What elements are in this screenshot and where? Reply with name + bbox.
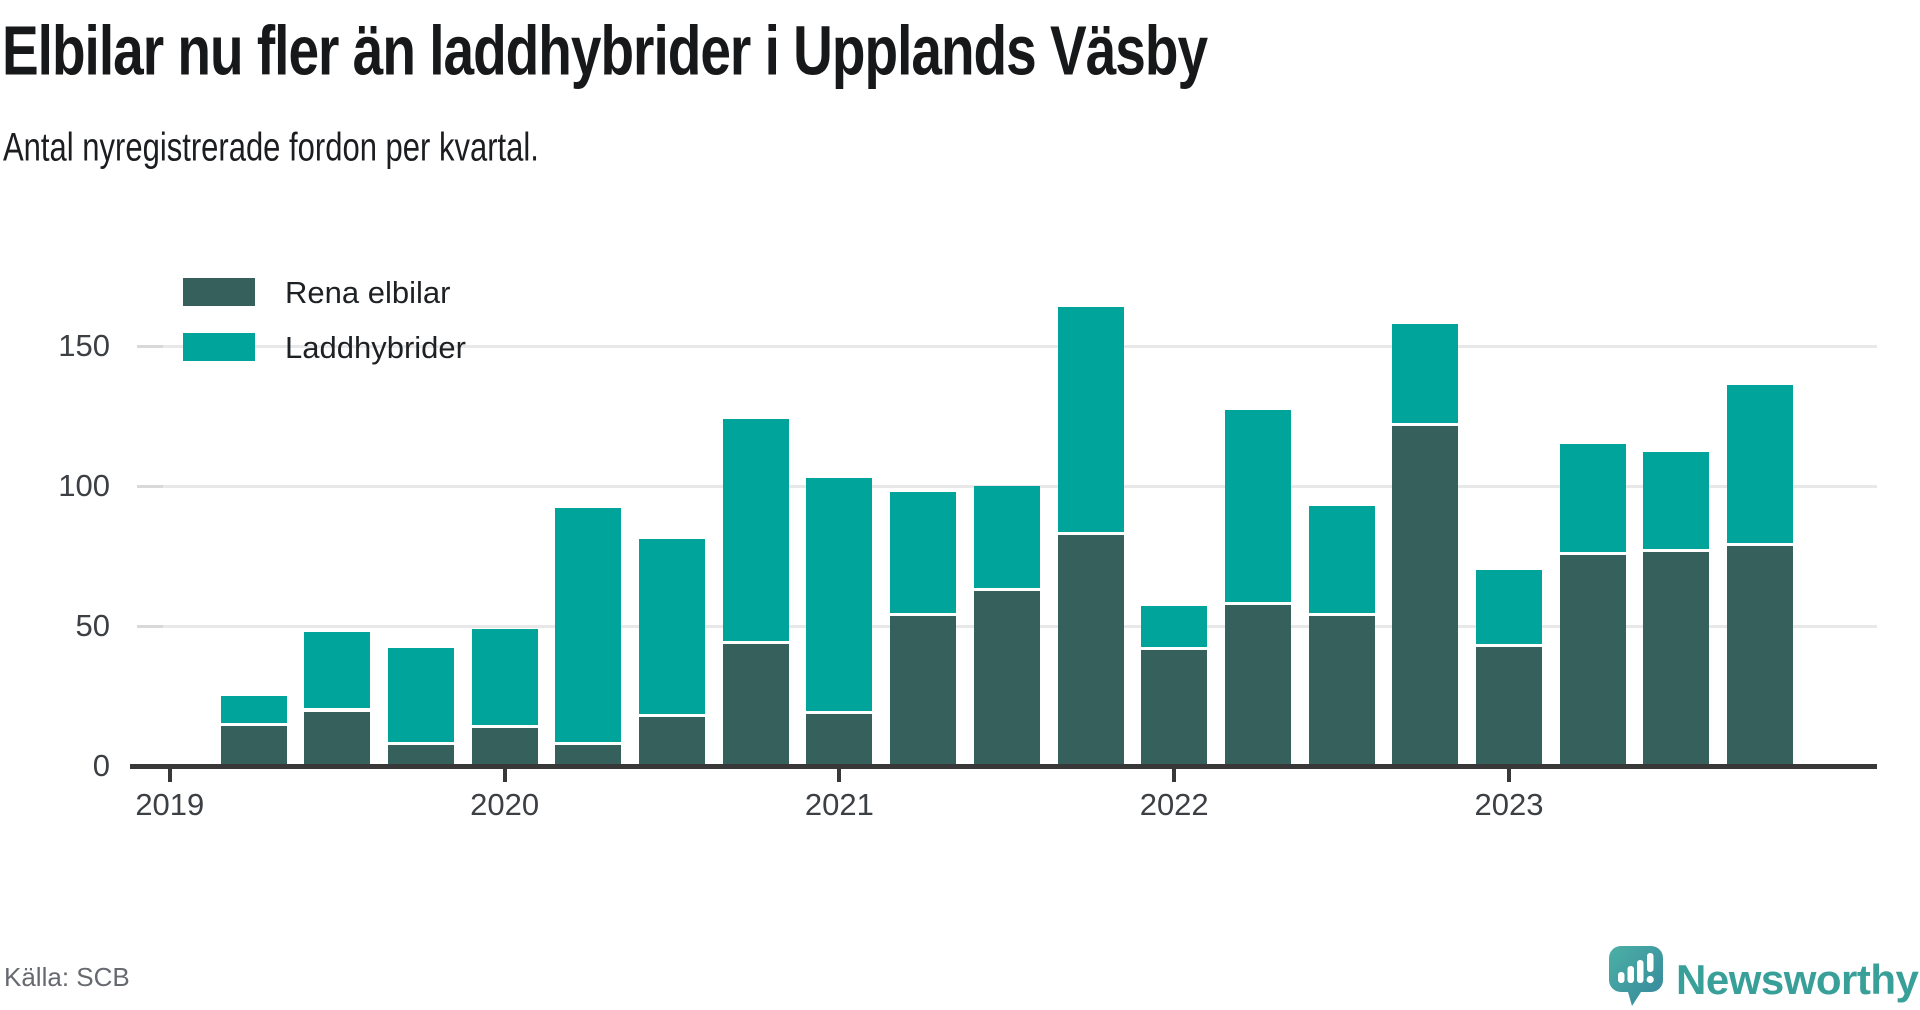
bar-segment-rena-elbilar — [220, 725, 287, 766]
bar-segment-rena-elbilar — [471, 728, 538, 766]
bar-segment-laddhybrider — [304, 631, 371, 709]
bar-segment-laddhybrider — [1057, 306, 1124, 533]
bar-segment-laddhybrider — [1392, 323, 1459, 423]
bar-segment-laddhybrider — [973, 486, 1040, 589]
bar-segment-rena-elbilar — [555, 745, 622, 766]
newsworthy-logo — [1607, 944, 1665, 1008]
legend-label-laddhybrider: Laddhybrider — [285, 330, 466, 365]
legend-swatch-rena-elbilar — [183, 278, 255, 306]
x-axis-label-2022: 2022 — [1139, 787, 1209, 822]
y-tick-dash — [137, 624, 163, 628]
bar-segment-rena-elbilar — [1392, 425, 1459, 766]
legend-swatch-laddhybrider — [183, 333, 255, 361]
x-axis-label-2020: 2020 — [470, 787, 540, 822]
bar-segment-rena-elbilar — [387, 745, 454, 766]
bar-segment-laddhybrider — [722, 418, 789, 642]
bar-segment-laddhybrider — [387, 648, 454, 743]
logo-exclamation-dot — [1646, 975, 1654, 984]
logo-exclamation-bar — [1647, 953, 1654, 972]
newsworthy-wordmark: Newsworthy — [1676, 956, 1919, 1003]
bar-segment-rena-elbilar — [1476, 647, 1542, 766]
bar-segment-laddhybrider — [220, 696, 287, 723]
bar-segment-rena-elbilar — [722, 644, 789, 766]
bar-segment-laddhybrider — [1559, 444, 1626, 552]
bar-segment-rena-elbilar — [1057, 535, 1124, 766]
logo-bar-small — [1618, 972, 1625, 983]
bar-segment-laddhybrider — [1476, 570, 1542, 645]
bar-segment-rena-elbilar — [639, 717, 705, 766]
x-axis-tick-2023 — [1507, 769, 1511, 782]
bar-segment-rena-elbilar — [1643, 551, 1710, 766]
source-text: Källa: SCB — [4, 962, 130, 992]
bar-segment-laddhybrider — [806, 477, 873, 712]
y-axis-label-100: 100 — [58, 468, 110, 503]
x-axis-tick-2021 — [837, 769, 842, 782]
bar-segment-laddhybrider — [1643, 452, 1710, 549]
speech-bubble-shape — [1609, 946, 1663, 1006]
y-axis-label-0: 0 — [92, 748, 110, 783]
bar-segment-laddhybrider — [639, 539, 705, 715]
y-axis-label-50: 50 — [75, 608, 110, 643]
logo-bar-medium — [1627, 966, 1634, 983]
y-tick-dash — [137, 344, 163, 348]
bar-segment-laddhybrider — [1224, 410, 1291, 603]
bar-segment-laddhybrider — [471, 628, 538, 726]
x-axis-label-2019: 2019 — [135, 787, 205, 822]
bar-segment-rena-elbilar — [1308, 616, 1375, 766]
logo-bar-large — [1637, 960, 1644, 983]
bar-segment-rena-elbilar — [973, 591, 1040, 766]
x-axis-label-2021: 2021 — [804, 787, 874, 822]
bar-segment-laddhybrider — [1727, 385, 1794, 544]
bar-segment-rena-elbilar — [1559, 554, 1626, 766]
y-axis-label-150: 150 — [58, 328, 110, 363]
legend-label-rena-elbilar: Rena elbilar — [285, 275, 451, 310]
gridline-150 — [163, 344, 1877, 348]
bar-segment-laddhybrider — [1308, 505, 1375, 614]
x-axis-label-2023: 2023 — [1474, 787, 1544, 822]
bar-segment-laddhybrider — [890, 491, 957, 614]
x-axis-tick-2020 — [502, 769, 507, 782]
y-tick-dash — [137, 484, 163, 488]
newsworthy-bubble-icon — [1609, 946, 1663, 1006]
chart-subtitle: Antal nyregistrerade fordon per kvartal. — [3, 124, 539, 170]
bar-segment-rena-elbilar — [304, 711, 371, 766]
bar-segment-laddhybrider — [1141, 606, 1208, 647]
bar-segment-laddhybrider — [555, 508, 622, 743]
bar-segment-rena-elbilar — [1141, 649, 1208, 766]
bar-segment-rena-elbilar — [806, 714, 873, 766]
bar-segment-rena-elbilar — [1224, 605, 1291, 766]
x-axis-line — [130, 764, 1877, 769]
x-axis-tick-2019 — [167, 769, 172, 782]
x-axis-tick-2022 — [1172, 769, 1177, 782]
bar-segment-rena-elbilar — [890, 616, 957, 766]
chart-title: Elbilar nu fler än laddhybrider i Upplan… — [2, 11, 1208, 90]
bar-segment-rena-elbilar — [1727, 546, 1794, 766]
